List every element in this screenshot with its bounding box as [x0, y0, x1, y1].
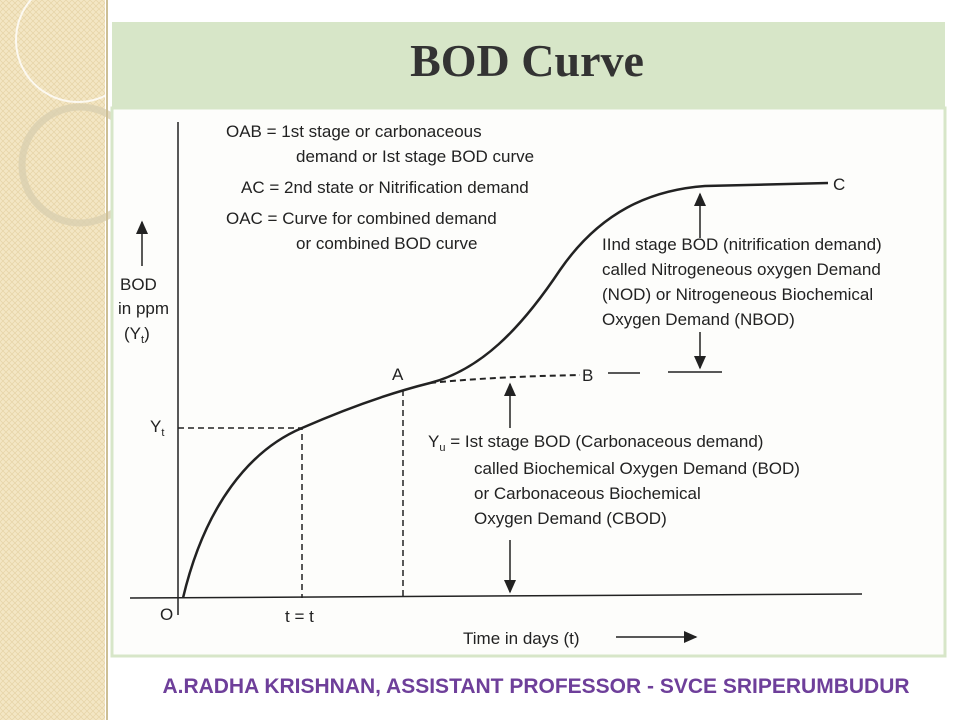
diagram-area	[110, 106, 947, 658]
x-axis	[129, 593, 863, 599]
diagram: OAB = 1st stage or carbonaceous demand o…	[118, 122, 882, 648]
legend-line: OAB = 1st stage or carbonaceous	[226, 122, 482, 141]
y-symbol-main: (Y	[124, 324, 141, 343]
yt-guide	[178, 427, 303, 598]
nod-note: IInd stage BOD (nitrification demand)	[602, 235, 882, 254]
legend-line: OAC = Curve for combined demand	[226, 209, 497, 228]
legend-line: or combined BOD curve	[296, 234, 477, 253]
bod-note-first: = Ist stage BOD (Carbonaceous demand)	[445, 432, 763, 451]
bod-note: Yu = Ist stage BOD (Carbonaceous demand)	[428, 432, 763, 454]
y-symbol-sub: t	[141, 334, 144, 346]
point-o: O	[160, 605, 173, 624]
point-a: A	[392, 365, 404, 384]
nod-note: called Nitrogeneous oxygen Demand	[602, 260, 881, 279]
title: BOD Curve	[410, 35, 644, 86]
yu-sub: u	[439, 442, 445, 454]
point-b: B	[582, 366, 593, 385]
x-label: Time in days (t)	[463, 629, 580, 648]
nod-note: (NOD) or Nitrogeneous Biochemical	[602, 285, 873, 304]
bod-note: or Carbonaceous Biochemical	[474, 484, 701, 503]
title-banner	[112, 22, 945, 108]
nod-note: Oxygen Demand (NBOD)	[602, 310, 795, 329]
curve-ab	[429, 374, 581, 384]
y-label: in ppm	[118, 299, 169, 318]
point-c: C	[833, 175, 845, 194]
side-strip	[0, 0, 105, 720]
yt-sub: t	[161, 427, 164, 439]
t-label: t = t	[285, 607, 314, 626]
yu-main: Y	[428, 432, 439, 451]
y-symbol-close: )	[144, 324, 150, 343]
legend-line: AC = 2nd state or Nitrification demand	[241, 178, 529, 197]
bod-note: Oxygen Demand (CBOD)	[474, 509, 667, 528]
y-symbol: (Yt)	[124, 324, 150, 346]
footer-credit: A.RADHA KRISHNAN, ASSISTANT PROFESSOR - …	[162, 675, 909, 698]
bod-note: called Biochemical Oxygen Demand (BOD)	[474, 459, 800, 478]
y-label: BOD	[120, 275, 157, 294]
yt-main: Y	[150, 417, 161, 436]
legend-line: demand or Ist stage BOD curve	[296, 147, 534, 166]
yt-label: Yt	[150, 417, 164, 439]
